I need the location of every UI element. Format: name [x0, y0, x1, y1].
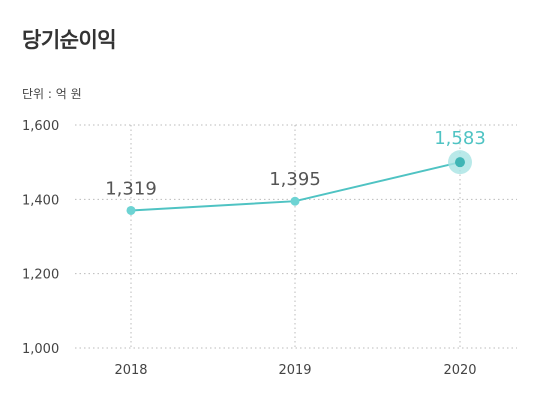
- series: [126, 150, 472, 215]
- data-labels: 1,319 1,395 1,583: [105, 128, 486, 199]
- y-tick-label: 1,600: [22, 119, 59, 134]
- data-label: 1,395: [269, 169, 321, 190]
- x-tick-label: 2020: [443, 363, 476, 378]
- unit-label: 단위 : 억 원: [22, 87, 82, 101]
- data-label: 1,583: [434, 128, 486, 149]
- data-point: [126, 205, 136, 215]
- data-point: [455, 157, 465, 168]
- chart-title: 당기순이익: [22, 28, 117, 52]
- x-tick-label: 2018: [114, 363, 147, 378]
- data-point: [290, 196, 300, 206]
- data-label: 1,319: [105, 178, 157, 199]
- y-axis: 1,000 1,200 1,400 1,600: [22, 119, 59, 357]
- x-tick-label: 2019: [278, 363, 311, 378]
- x-axis: 2018 2019 2020: [114, 363, 476, 378]
- y-tick-label: 1,400: [22, 193, 59, 208]
- y-tick-label: 1,000: [22, 342, 59, 357]
- y-tick-label: 1,200: [22, 268, 59, 283]
